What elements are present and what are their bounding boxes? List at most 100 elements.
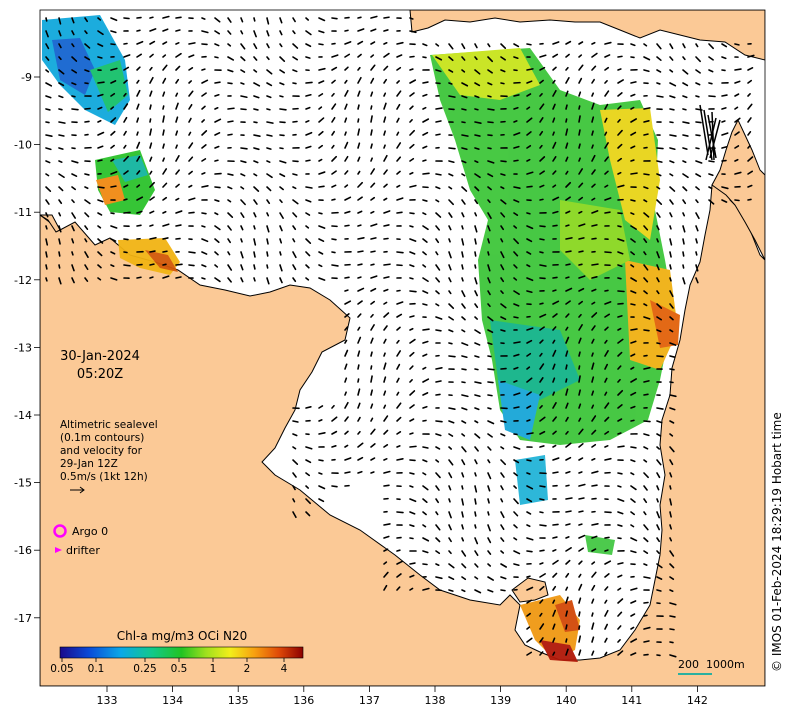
velocity-arrow <box>604 391 608 396</box>
velocity-arrow <box>552 210 559 214</box>
velocity-arrow <box>71 56 78 62</box>
colorbar-tick-label: 0.05 <box>50 663 73 675</box>
velocity-arrow <box>487 95 492 98</box>
velocity-arrow <box>513 524 518 529</box>
velocity-arrow <box>513 459 520 464</box>
velocity-arrow <box>604 301 612 305</box>
velocity-arrow <box>500 563 507 568</box>
velocity-arrow <box>58 147 64 150</box>
velocity-arrow <box>617 378 621 383</box>
velocity-arrow <box>695 82 701 86</box>
velocity-arrow <box>370 375 373 383</box>
velocity-arrow <box>656 472 661 479</box>
velocity-arrow <box>305 199 312 203</box>
velocity-arrow <box>84 212 90 218</box>
velocity-arrow <box>344 41 352 45</box>
lat-tick-label: -13 <box>14 341 32 354</box>
velocity-arrow <box>370 64 376 71</box>
velocity-arrow <box>708 173 714 177</box>
velocity-arrow <box>422 353 428 357</box>
velocity-arrow <box>656 147 664 150</box>
velocity-arrow <box>669 173 674 177</box>
velocity-arrow <box>318 171 326 175</box>
velocity-arrow <box>565 181 572 188</box>
velocity-arrow <box>175 102 179 110</box>
velocity-arrow <box>591 169 596 175</box>
velocity-arrow <box>617 485 622 488</box>
velocity-arrow <box>396 339 400 344</box>
velocity-arrow <box>162 91 166 97</box>
velocity-arrow <box>591 102 595 110</box>
velocity-arrow <box>565 224 570 227</box>
velocity-arrow <box>630 93 636 97</box>
velocity-arrow <box>604 142 609 149</box>
velocity-arrow <box>136 79 140 84</box>
velocity-arrow <box>175 183 180 188</box>
velocity-arrow <box>474 420 479 424</box>
velocity-arrow <box>175 16 182 19</box>
velocity-arrow <box>162 15 170 19</box>
velocity-arrow <box>149 156 153 162</box>
velocity-arrow <box>656 290 660 295</box>
velocity-arrow <box>578 129 581 136</box>
velocity-arrow <box>357 402 361 409</box>
velocity-arrow <box>149 181 155 188</box>
velocity-arrow <box>435 433 442 437</box>
velocity-arrow <box>617 225 622 228</box>
velocity-arrow <box>474 511 477 517</box>
velocity-arrow <box>214 186 221 189</box>
velocity-arrow <box>396 90 402 97</box>
velocity-arrow <box>526 352 532 357</box>
velocity-arrow <box>617 277 622 280</box>
lat-tick-label: -16 <box>14 544 32 557</box>
velocity-arrow <box>474 368 479 371</box>
velocity-arrow <box>526 93 532 97</box>
velocity-arrow <box>734 68 742 71</box>
velocity-arrow <box>357 276 362 279</box>
velocity-arrow <box>578 497 585 500</box>
velocity-arrow <box>656 264 660 271</box>
velocity-arrow <box>188 264 195 267</box>
velocity-arrow <box>526 472 531 475</box>
velocity-arrow <box>656 82 661 85</box>
velocity-arrow <box>526 327 534 331</box>
velocity-arrow <box>58 238 61 245</box>
velocity-arrow <box>604 350 609 357</box>
velocity-arrow <box>604 103 609 110</box>
velocity-arrow <box>422 524 427 528</box>
velocity-arrow <box>84 264 89 271</box>
velocity-arrow <box>643 264 649 271</box>
velocity-arrow <box>500 290 504 295</box>
velocity-arrow <box>578 534 586 539</box>
velocity-arrow <box>136 141 141 149</box>
velocity-arrow <box>643 498 648 504</box>
velocity-arrow <box>175 52 182 58</box>
velocity-arrow <box>682 69 689 75</box>
velocity-arrow <box>292 472 297 478</box>
velocity-arrow <box>474 43 478 49</box>
velocity-arrow <box>435 107 443 110</box>
velocity-arrow <box>435 186 441 190</box>
velocity-arrow <box>669 511 672 518</box>
velocity-arrow <box>240 108 247 111</box>
velocity-arrow <box>110 251 116 255</box>
velocity-arrow <box>578 182 584 188</box>
velocity-arrow <box>409 92 415 97</box>
velocity-arrow <box>669 82 677 87</box>
velocity-arrow <box>656 537 661 543</box>
velocity-arrow <box>526 377 533 383</box>
velocity-arrow <box>45 277 48 282</box>
velocity-arrow <box>357 66 361 71</box>
velocity-arrow <box>214 43 220 47</box>
velocity-arrow <box>84 43 91 49</box>
velocity-arrow <box>682 199 687 205</box>
lat-tick-label: -9 <box>21 71 32 84</box>
velocity-arrow <box>474 69 481 75</box>
velocity-arrow <box>643 329 650 332</box>
velocity-arrow <box>474 381 482 384</box>
velocity-arrow <box>305 472 311 477</box>
velocity-arrow <box>721 107 727 110</box>
velocity-arrow <box>383 362 387 370</box>
velocity-arrow <box>409 119 413 123</box>
velocity-arrow <box>669 355 676 358</box>
